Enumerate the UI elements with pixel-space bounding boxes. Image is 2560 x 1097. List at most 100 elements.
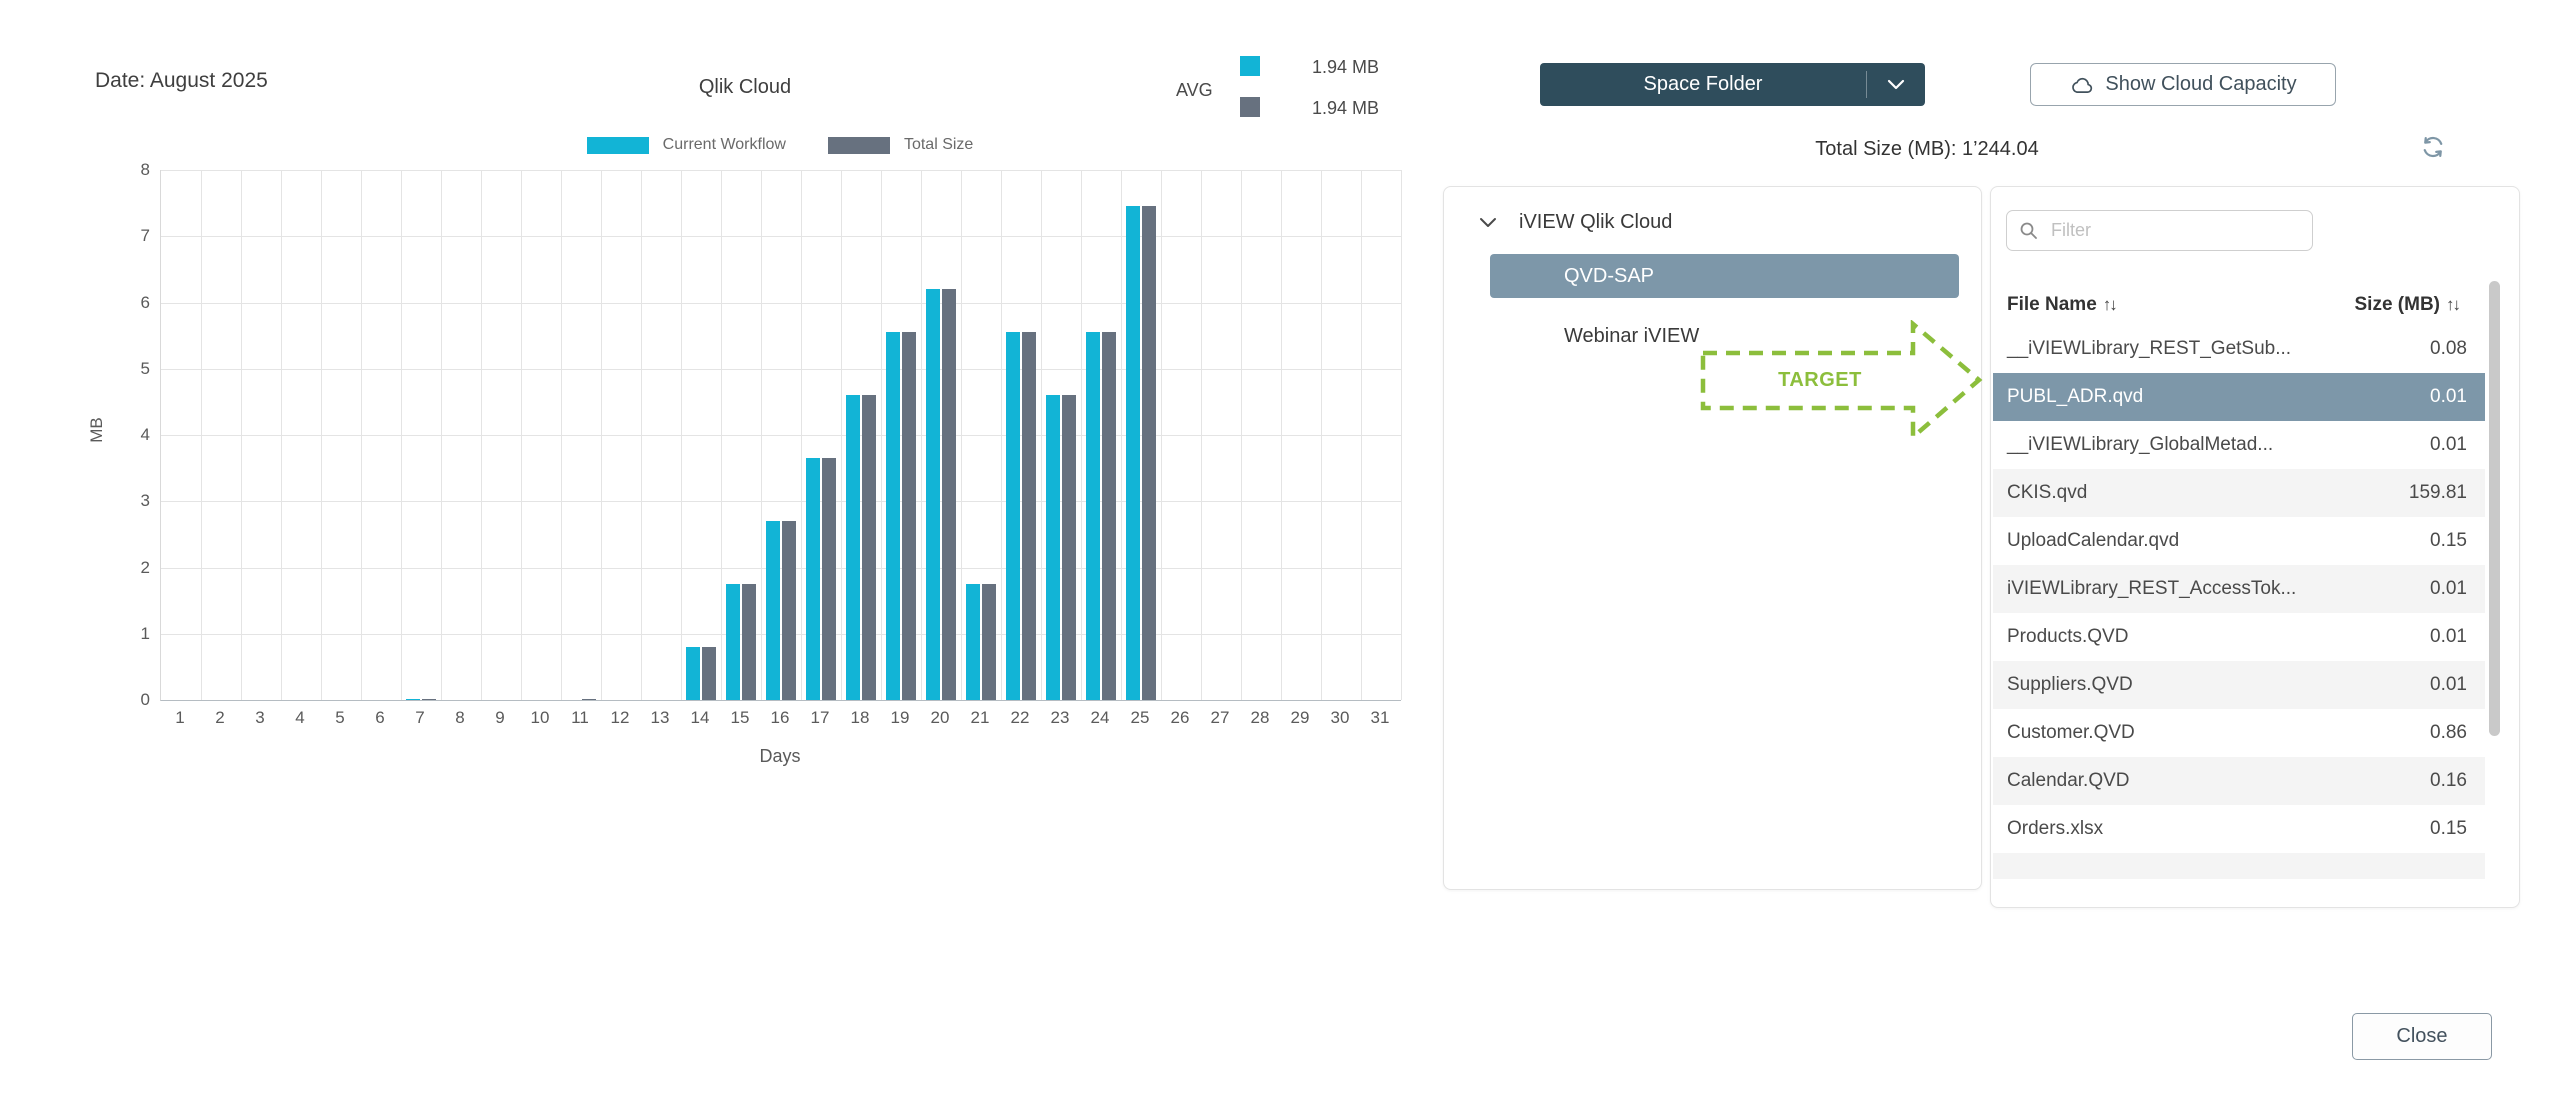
- x-tick-label: 20: [930, 708, 950, 727]
- bar-current-workflow-day-21[interactable]: [966, 584, 980, 700]
- file-row[interactable]: Suppliers.QVD 0.01: [1993, 661, 2485, 709]
- filter-input[interactable]: [2049, 219, 2273, 242]
- bar-current-workflow-day-25[interactable]: [1126, 206, 1140, 700]
- sort-icon[interactable]: ↑↓: [2446, 295, 2461, 314]
- file-size: 0.01: [2430, 386, 2467, 407]
- gridline-vertical: [601, 170, 602, 700]
- gridline-horizontal: [161, 567, 1401, 569]
- file-row[interactable]: UploadCalendar.qvd 0.15: [1993, 517, 2485, 565]
- file-name: Calendar.QVD: [2007, 770, 2130, 791]
- refresh-icon[interactable]: [2418, 132, 2448, 162]
- file-row[interactable]: __iVIEWLibrary_GlobalMetad... 0.01: [1993, 421, 2485, 469]
- filter-box[interactable]: [2006, 210, 2313, 251]
- chevron-down-icon[interactable]: [1867, 79, 1925, 90]
- dropdown-divider: [1866, 71, 1867, 98]
- search-icon: [2020, 222, 2037, 239]
- bar-total-size-day-11[interactable]: [582, 698, 596, 700]
- gridline-vertical: [1321, 170, 1322, 700]
- file-row[interactable]: Products.QVD 0.01: [1993, 613, 2485, 661]
- x-tick-label: 18: [850, 708, 870, 727]
- bar-total-size-day-7[interactable]: [422, 698, 436, 700]
- x-axis-label: Days: [759, 746, 801, 766]
- file-size: 0.15: [2430, 818, 2467, 839]
- chart-legend: Current Workflow Total Size: [160, 136, 1400, 154]
- file-size: 0.16: [2430, 770, 2467, 791]
- file-row[interactable]: CKIS.qvd 159.81: [1993, 469, 2485, 517]
- file-row[interactable]: Calendar.QVD 0.16: [1993, 757, 2485, 805]
- file-row[interactable]: __iVIEWLibrary_REST_GetSub... 0.08: [1993, 325, 2485, 373]
- close-button[interactable]: Close: [2352, 1013, 2492, 1060]
- gridline-horizontal: [161, 633, 1401, 635]
- scrollbar-thumb[interactable]: [2489, 281, 2500, 736]
- x-tick-label: 22: [1010, 708, 1030, 727]
- bar-total-size-day-22[interactable]: [1022, 332, 1036, 700]
- bar-current-workflow-day-20[interactable]: [926, 289, 940, 700]
- bar-current-workflow-day-16[interactable]: [766, 521, 780, 700]
- bar-total-size-day-21[interactable]: [982, 584, 996, 700]
- y-tick-label: 5: [140, 358, 150, 378]
- gridline-vertical: [201, 170, 202, 700]
- gridline-vertical: [641, 170, 642, 700]
- bar-total-size-day-20[interactable]: [942, 289, 956, 700]
- bar-total-size-day-23[interactable]: [1062, 395, 1076, 700]
- legend-current-workflow-label: Current Workflow: [662, 136, 786, 153]
- x-tick-label: 19: [890, 708, 910, 727]
- empty-row-stripe: [1993, 853, 2485, 879]
- bar-current-workflow-day-23[interactable]: [1046, 395, 1060, 700]
- y-tick-label: 0: [140, 690, 150, 709]
- bar-total-size-day-24[interactable]: [1102, 332, 1116, 700]
- show-cloud-capacity-button[interactable]: Show Cloud Capacity: [2030, 63, 2336, 106]
- bar-current-workflow-day-7[interactable]: [406, 698, 420, 700]
- bar-total-size-day-14[interactable]: [702, 647, 716, 700]
- file-name: __iVIEWLibrary_REST_GetSub...: [2007, 338, 2292, 359]
- bar-current-workflow-day-19[interactable]: [886, 332, 900, 700]
- file-row[interactable]: Orders.xlsx 0.15: [1993, 805, 2485, 853]
- x-tick-label: 17: [810, 708, 830, 727]
- column-header-file-name[interactable]: File Name ↑↓: [2007, 294, 2118, 315]
- bar-current-workflow-day-24[interactable]: [1086, 332, 1100, 700]
- tree-root-node[interactable]: iVIEW Qlik Cloud: [1479, 211, 1672, 234]
- gridline-horizontal: [161, 501, 1401, 503]
- bar-current-workflow-day-15[interactable]: [726, 584, 740, 700]
- sort-icon[interactable]: ↑↓: [2102, 295, 2118, 314]
- gridline-horizontal: [161, 170, 1401, 171]
- bar-total-size-day-18[interactable]: [862, 395, 876, 700]
- x-tick-label: 24: [1090, 708, 1110, 727]
- bar-total-size-day-15[interactable]: [742, 584, 756, 700]
- bar-total-size-day-17[interactable]: [822, 458, 836, 700]
- bar-total-size-day-19[interactable]: [902, 332, 916, 700]
- bar-current-workflow-day-14[interactable]: [686, 647, 700, 700]
- x-tick-label: 21: [970, 708, 990, 727]
- bar-current-workflow-day-22[interactable]: [1006, 332, 1020, 700]
- legend-total-size-label: Total Size: [903, 136, 974, 153]
- gridline-vertical: [1401, 170, 1402, 700]
- column-header-size[interactable]: Size (MB) ↑↓: [2354, 294, 2462, 315]
- bar-total-size-day-25[interactable]: [1142, 206, 1156, 700]
- target-arrow-annotation: [1700, 320, 1983, 442]
- file-size: 0.01: [2430, 578, 2467, 599]
- gridline-vertical: [1001, 170, 1002, 700]
- file-rows: __iVIEWLibrary_REST_GetSub... 0.08 PUBL_AD…: [1993, 325, 2485, 879]
- file-row[interactable]: PUBL_ADR.qvd 0.01: [1993, 373, 2485, 421]
- bar-current-workflow-day-18[interactable]: [846, 395, 860, 700]
- avg-current-workflow-swatch: [1240, 56, 1260, 76]
- tree-item-webinar-iview[interactable]: Webinar iVIEW: [1564, 325, 1700, 347]
- x-tick-label: 29: [1290, 708, 1310, 727]
- x-tick-label: 7: [415, 708, 425, 727]
- file-size: 0.15: [2430, 530, 2467, 551]
- tree-item-qvd-sap[interactable]: QVD-SAP: [1490, 254, 1959, 298]
- x-tick-label: 16: [770, 708, 790, 727]
- avg-total-size-value: 1.94 MB: [1312, 98, 1380, 118]
- gridline-vertical: [1281, 170, 1282, 700]
- bar-current-workflow-day-17[interactable]: [806, 458, 820, 700]
- file-size: 0.01: [2430, 674, 2467, 695]
- x-tick-label: 31: [1370, 708, 1390, 727]
- file-row[interactable]: iVIEWLibrary_REST_AccessTok... 0.01: [1993, 565, 2485, 613]
- space-folder-dropdown[interactable]: Space Folder: [1540, 63, 1925, 106]
- file-row[interactable]: Customer.QVD 0.86: [1993, 709, 2485, 757]
- file-name: __iVIEWLibrary_GlobalMetad...: [2007, 434, 2274, 455]
- file-size: 0.01: [2430, 434, 2467, 455]
- bar-total-size-day-16[interactable]: [782, 521, 796, 700]
- x-tick-label: 1: [175, 708, 185, 727]
